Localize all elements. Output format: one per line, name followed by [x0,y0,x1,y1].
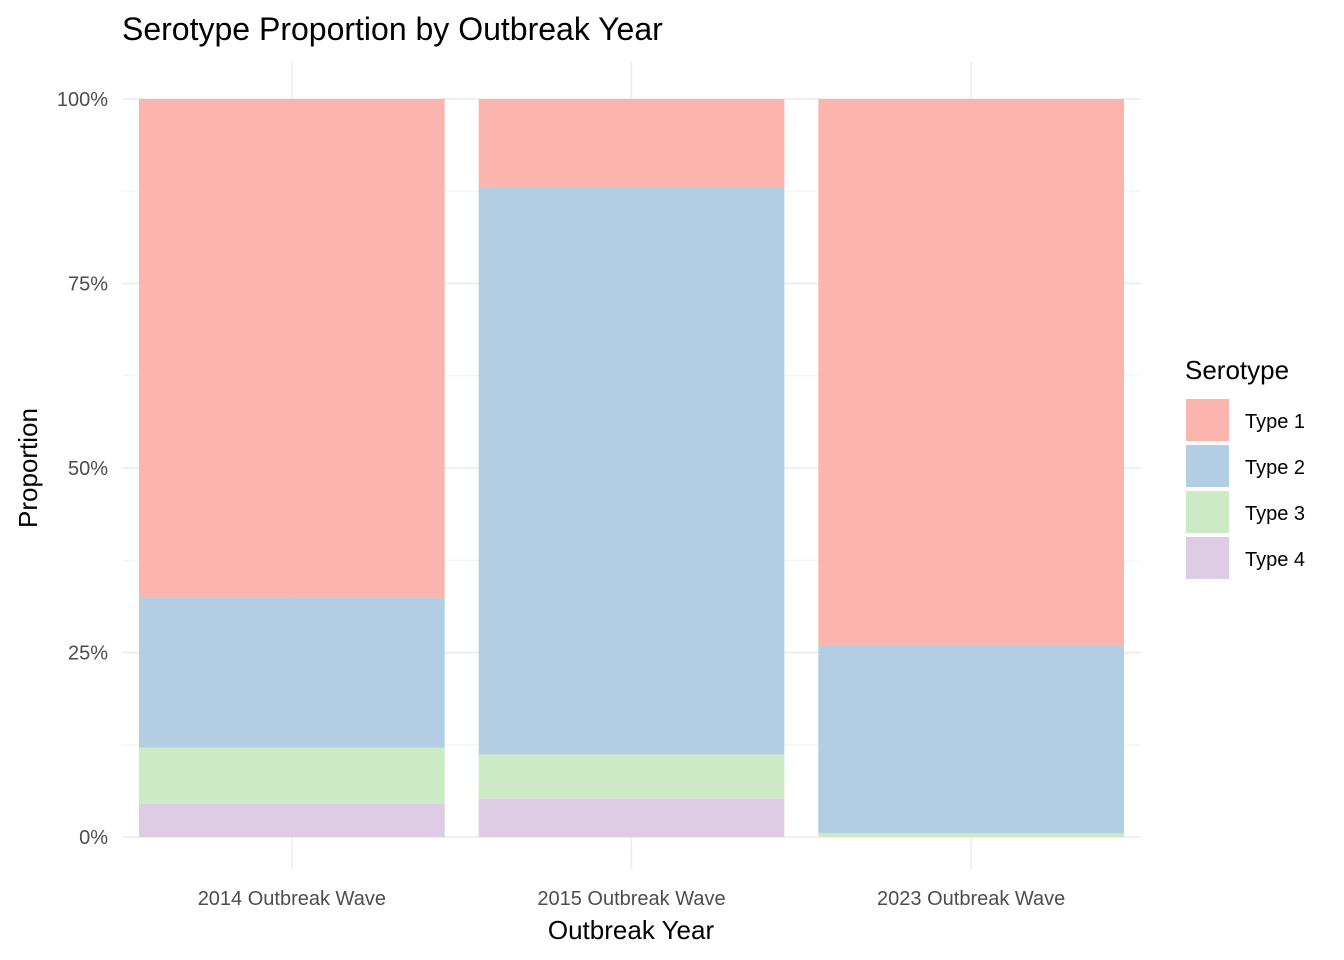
legend-label-type-2: Type 2 [1245,457,1305,479]
bar-segment-type-3 [138,747,445,804]
legend-label-type-3: Type 3 [1245,503,1305,525]
bar-segment-type-1 [138,99,445,598]
y-tick-label: 0% [79,827,108,849]
legend-title: Serotype [1185,355,1289,385]
legend-key-type-3 [1186,491,1229,533]
legend-key-type-2 [1186,445,1229,487]
bar-segment-type-2 [478,187,785,755]
y-tick-label: 50% [68,458,108,480]
bar-segment-type-2 [818,645,1125,834]
y-axis-title: Proportion [13,408,43,528]
legend: Serotype Type 1 Type 2 Type 3 Type 4 [1185,355,1305,579]
x-axis-title: Outbreak Year [548,915,715,945]
bar-segment-type-1 [478,99,785,188]
bar-segment-type-2 [138,597,445,748]
legend-key-type-1 [1186,399,1229,441]
y-tick-label: 75% [68,274,108,296]
bar-segment-type-1 [818,99,1125,646]
y-axis-ticks: 0% 25% 50% 75% 100% [57,89,108,849]
chart-title: Serotype Proportion by Outbreak Year [122,11,663,47]
bar-segment-type-4 [478,798,785,837]
x-tick-label: 2015 Outbreak Wave [537,888,725,910]
bar-segment-type-3 [478,754,785,799]
x-tick-label: 2023 Outbreak Wave [877,888,1065,910]
legend-label-type-1: Type 1 [1245,411,1305,433]
x-tick-label: 2014 Outbreak Wave [198,888,386,910]
x-axis-ticks: 2014 Outbreak Wave 2015 Outbreak Wave 2023… [198,888,1066,910]
y-tick-label: 100% [57,89,108,111]
bars [138,99,1125,837]
bar-segment-type-3 [818,833,1125,837]
y-tick-label: 25% [68,643,108,665]
legend-label-type-4: Type 4 [1245,549,1305,571]
bar-segment-type-4 [138,803,445,837]
legend-key-type-4 [1186,537,1229,579]
